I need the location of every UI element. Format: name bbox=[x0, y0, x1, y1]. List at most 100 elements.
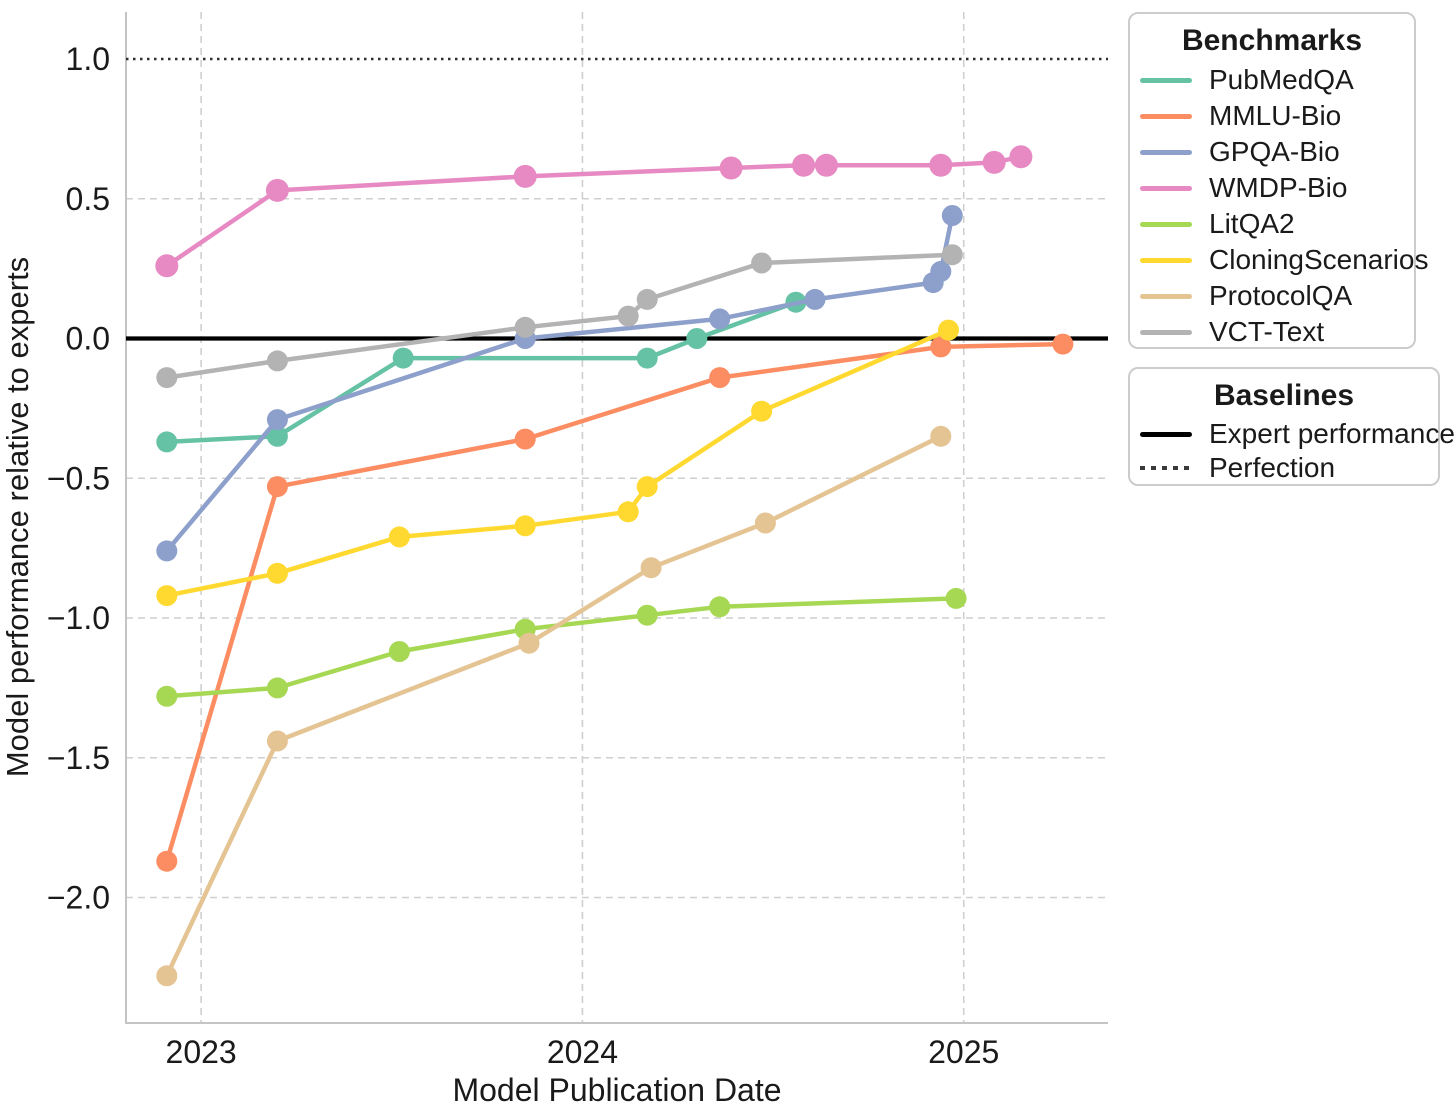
series-point-VCT-Text bbox=[751, 252, 773, 274]
tick-labels: 2023 2024 2025 1.0 0.5 0.0 −0.5 −1.0 −1.5 −2.0 bbox=[47, 41, 999, 1070]
legend-item-VCT-Text: VCT-Text bbox=[1130, 314, 1414, 350]
series-point-GPQA-Bio bbox=[930, 260, 952, 282]
legend-swatch-MMLU-Bio bbox=[1140, 113, 1192, 119]
series-point-MMLU-Bio bbox=[514, 428, 536, 450]
series-point-LitQA2 bbox=[266, 677, 288, 699]
series-point-CloningScenarios bbox=[156, 585, 178, 607]
series-point-ProtocolQA bbox=[930, 425, 952, 447]
legend-label-expert-performance: Expert performance bbox=[1209, 418, 1455, 449]
legend-item-MMLU-Bio: MMLU-Bio bbox=[1130, 98, 1414, 134]
series-point-MMLU-Bio bbox=[930, 336, 952, 358]
y-tick-label-0.0: 0.0 bbox=[66, 321, 110, 357]
series-point-GPQA-Bio bbox=[156, 540, 178, 562]
legend-swatch-ProtocolQA bbox=[1140, 293, 1192, 299]
series-point-CloningScenarios bbox=[266, 562, 288, 584]
series-VCT-Text bbox=[156, 244, 963, 389]
series-point-ProtocolQA bbox=[156, 965, 178, 987]
legend-swatch-WMDP-Bio bbox=[1140, 185, 1192, 191]
legend-item-PubMedQA: PubMedQA bbox=[1130, 62, 1414, 98]
legend-item-CloningScenarios: CloningScenarios bbox=[1130, 242, 1428, 278]
series-WMDP-Bio bbox=[155, 145, 1033, 278]
series-ProtocolQA bbox=[156, 425, 952, 987]
legend-item-expert-performance: Expert performance bbox=[1130, 417, 1455, 451]
y-tick-label-−2.0: −2.0 bbox=[47, 880, 110, 916]
series-point-WMDP-Bio bbox=[792, 153, 816, 177]
y-tick-label-1.0: 1.0 bbox=[66, 41, 110, 77]
legend-item-LitQA2: LitQA2 bbox=[1130, 206, 1414, 242]
x-tick-label-2023: 2023 bbox=[166, 1034, 237, 1070]
legend-swatch-VCT-Text bbox=[1140, 329, 1192, 335]
series-point-PubMedQA bbox=[686, 328, 708, 349]
series-line-PubMedQA bbox=[164, 299, 799, 445]
series-point-ProtocolQA bbox=[518, 632, 540, 654]
x-tick-label-2025: 2025 bbox=[928, 1034, 999, 1070]
series-point-WMDP-Bio bbox=[513, 164, 537, 188]
series-point-VCT-Text bbox=[636, 288, 658, 310]
series-point-PubMedQA bbox=[392, 347, 414, 369]
series-line-MMLU-Bio bbox=[164, 341, 1066, 864]
legend-swatch-PubMedQA bbox=[1140, 77, 1192, 83]
series-point-ProtocolQA bbox=[640, 557, 662, 579]
series-point-VCT-Text bbox=[266, 350, 288, 372]
series-point-WMDP-Bio bbox=[929, 153, 953, 177]
legend-label-MMLU-Bio: MMLU-Bio bbox=[1209, 100, 1342, 131]
series-PubMedQA bbox=[156, 291, 807, 453]
series-MMLU-Bio bbox=[156, 333, 1074, 872]
legend-benchmarks: Benchmarks PubMedQA MMLU-Bio GPQA-Bio WMDP-… bbox=[1128, 12, 1428, 350]
y-axis-label: Model performance relative to experts bbox=[0, 257, 35, 777]
series-point-VCT-Text bbox=[941, 244, 963, 266]
legend-swatch-LitQA2 bbox=[1140, 221, 1192, 227]
series-point-CloningScenarios bbox=[514, 515, 536, 537]
series-point-VCT-Text bbox=[514, 316, 536, 338]
legend-item-WMDP-Bio: WMDP-Bio bbox=[1130, 170, 1414, 206]
series-point-LitQA2 bbox=[709, 596, 731, 618]
series-point-MMLU-Bio bbox=[1052, 333, 1074, 355]
series-point-CloningScenarios bbox=[751, 400, 773, 422]
x-tick-label-2024: 2024 bbox=[547, 1034, 618, 1070]
legend-item-GPQA-Bio: GPQA-Bio bbox=[1130, 134, 1414, 170]
legend-swatch-GPQA-Bio bbox=[1140, 149, 1192, 155]
series-point-LitQA2 bbox=[388, 641, 410, 662]
series-point-CloningScenarios bbox=[938, 319, 959, 341]
series-point-LitQA2 bbox=[156, 685, 178, 707]
series-point-WMDP-Bio bbox=[982, 150, 1006, 174]
legend-label-LitQA2: LitQA2 bbox=[1209, 208, 1295, 239]
series-line-CloningScenarios bbox=[164, 327, 951, 598]
legend-label-PubMedQA: PubMedQA bbox=[1209, 64, 1354, 95]
series-line-WMDP-Bio bbox=[164, 154, 1024, 269]
series-point-MMLU-Bio bbox=[156, 850, 178, 872]
legend-swatch-dotted bbox=[1140, 466, 1192, 470]
series-point-PubMedQA bbox=[156, 431, 178, 453]
legend-item-perfection: Perfection bbox=[1130, 451, 1438, 485]
axes-spines bbox=[125, 12, 1108, 1024]
series-point-GPQA-Bio bbox=[804, 288, 826, 310]
legend-label-WMDP-Bio: WMDP-Bio bbox=[1209, 172, 1348, 203]
legend-label-VCT-Text: VCT-Text bbox=[1209, 316, 1325, 347]
series-point-WMDP-Bio bbox=[155, 254, 179, 278]
series-point-GPQA-Bio bbox=[709, 308, 731, 330]
legend-label-ProtocolQA: ProtocolQA bbox=[1209, 280, 1353, 311]
series-CloningScenarios bbox=[156, 319, 959, 607]
series-point-LitQA2 bbox=[636, 604, 658, 626]
series-point-MMLU-Bio bbox=[709, 367, 731, 389]
series-point-PubMedQA bbox=[636, 347, 658, 369]
series-point-CloningScenarios bbox=[636, 476, 658, 498]
legend-benchmarks-title: Benchmarks bbox=[1181, 24, 1363, 57]
series-GPQA-Bio bbox=[156, 205, 963, 562]
series-point-WMDP-Bio bbox=[814, 153, 838, 177]
series-point-VCT-Text bbox=[156, 367, 178, 389]
series-point-CloningScenarios bbox=[617, 501, 639, 523]
legend-label-perfection: Perfection bbox=[1209, 452, 1336, 483]
x-axis-label: Model Publication Date bbox=[452, 1072, 781, 1108]
series-point-CloningScenarios bbox=[388, 526, 410, 548]
series-point-ProtocolQA bbox=[266, 730, 288, 752]
series-point-MMLU-Bio bbox=[266, 476, 288, 498]
series-point-WMDP-Bio bbox=[1009, 145, 1033, 169]
series-point-ProtocolQA bbox=[754, 512, 776, 534]
series-point-VCT-Text bbox=[617, 305, 639, 327]
legend-label-GPQA-Bio: GPQA-Bio bbox=[1209, 136, 1340, 167]
series-point-LitQA2 bbox=[945, 587, 967, 609]
series-point-PubMedQA bbox=[266, 425, 288, 447]
